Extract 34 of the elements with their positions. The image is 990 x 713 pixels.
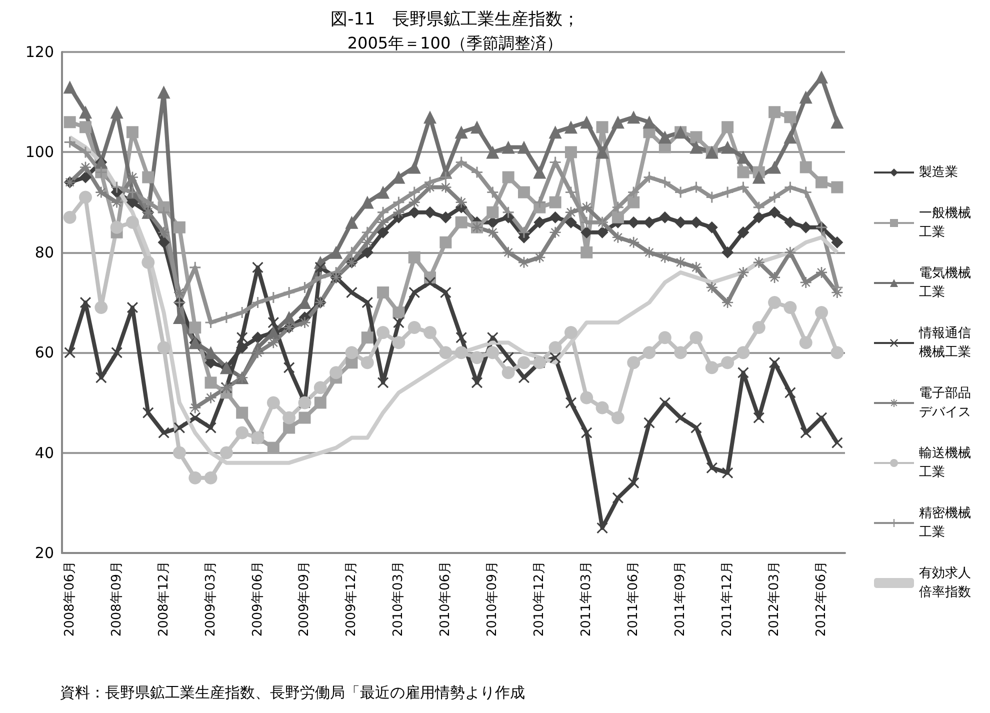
legend-label: 電子部品デバイス: [919, 386, 971, 420]
x-tick-label: 2008年12月: [156, 561, 172, 637]
chart-subtitle: 2005年＝100（季節調整済）: [347, 34, 563, 52]
x-tick-label: 2011年03月: [579, 561, 594, 637]
y-tick-label: 100: [25, 143, 54, 162]
y-tick-label: 80: [34, 243, 54, 262]
x-tick-label: 2009年09月: [297, 561, 312, 637]
legend-label: 情報通信機械工業: [918, 326, 971, 360]
x-tick-label: 2011年12月: [720, 561, 736, 637]
text: 資料：長野県鉱工業生産指数、長野労働局「最近の雇用情勢より作成: [60, 684, 525, 702]
x-tick-label: 2010年03月: [391, 561, 406, 637]
x-tick-label: 2010年12月: [532, 561, 548, 637]
x-tick-label: 2011年09月: [673, 561, 688, 637]
x-tick-label: 2010年06月: [438, 561, 454, 637]
legend-label: 一般機械工業: [919, 206, 971, 240]
x-tick-label: 2010年09月: [485, 561, 500, 637]
x-tick-label: 2009年12月: [344, 561, 360, 637]
chart-title: 図-11 長野県鉱工業生産指数；: [330, 10, 580, 30]
x-tick-label: 2008年09月: [109, 561, 124, 637]
x-tick-label: 2011年06月: [626, 561, 642, 637]
x-tick-label: 2008年06月: [62, 561, 78, 637]
x-tick-label: 2012年06月: [814, 561, 830, 637]
x-tick-label: 2009年03月: [203, 561, 218, 637]
x-tick-label: 2009年06月: [250, 561, 266, 637]
y-tick-label: 40: [34, 444, 54, 462]
y-tick-label: 120: [25, 43, 54, 61]
y-tick-label: 20: [34, 544, 54, 562]
legend-label: 電気機械工業: [919, 266, 971, 300]
x-tick-label: 2012年03月: [767, 561, 782, 637]
legend-label: 製造業: [919, 165, 958, 180]
y-tick-label: 60: [34, 344, 54, 362]
legend-label: 有効求人倍率指数: [919, 566, 971, 600]
legend-label: 輸送機械工業: [919, 446, 971, 480]
legend-label: 精密機械工業: [919, 506, 971, 540]
